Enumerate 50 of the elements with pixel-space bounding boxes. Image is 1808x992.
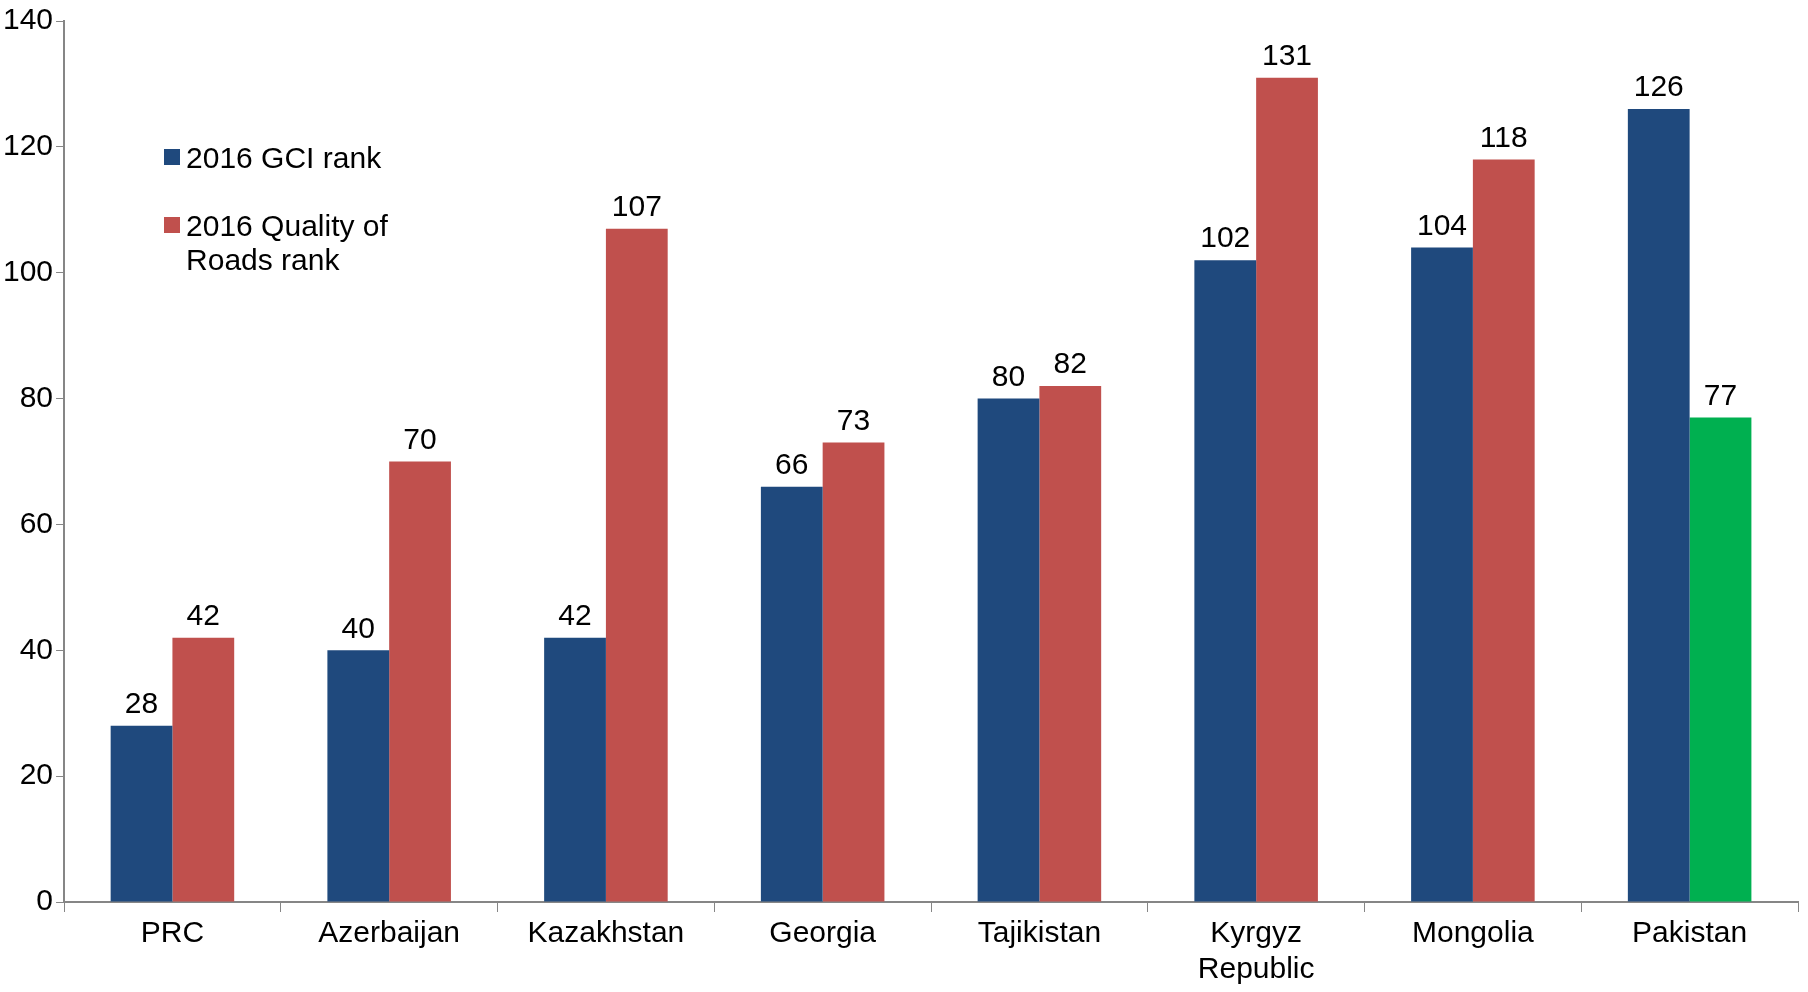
x-tick-label: Kyrgyz Republic: [1197, 915, 1315, 985]
data-label: 66: [775, 446, 809, 480]
x-tick-label: Georgia: [769, 915, 877, 949]
bar: [1039, 385, 1102, 902]
legend-label: 2016 GCI rank: [186, 141, 382, 175]
bar: [1689, 417, 1752, 902]
y-tick-label: 80: [19, 379, 54, 413]
data-label: 40: [341, 610, 375, 644]
y-tick-label: 60: [19, 505, 54, 539]
data-label: 28: [124, 686, 159, 720]
x-tick-label: Tajikistan: [977, 915, 1102, 949]
y-tick-label: 20: [19, 757, 54, 791]
data-label: 126: [1633, 69, 1684, 103]
x-tick-label: Pakistan: [1632, 915, 1748, 949]
data-label: 104: [1416, 207, 1468, 241]
x-tick-label: Mongolia: [1412, 915, 1535, 949]
bar: [389, 461, 451, 902]
data-label: 118: [1479, 119, 1528, 153]
y-tick-label: 40: [19, 631, 54, 665]
bar: [1627, 109, 1690, 902]
y-tick-label: 100: [2, 253, 54, 287]
legend-label: 2016 Quality of Roads rank: [186, 209, 389, 277]
y-tick-label: 140: [2, 2, 54, 36]
bar: [1472, 159, 1535, 902]
data-label: 70: [403, 421, 437, 455]
bar: [605, 228, 668, 902]
x-tick-label: Azerbaijan: [318, 915, 461, 949]
bar: [327, 650, 390, 902]
data-label: 102: [1200, 220, 1251, 254]
bar: [760, 486, 823, 902]
data-label: 80: [991, 358, 1026, 392]
bar: [1411, 247, 1473, 902]
bar: [1194, 260, 1257, 902]
data-label: 107: [611, 188, 662, 222]
bar: [110, 725, 173, 902]
x-tick-label: PRC: [140, 915, 205, 949]
y-tick-label: 120: [2, 128, 54, 162]
data-label: 131: [1262, 37, 1313, 71]
bar: [172, 637, 235, 902]
data-label: 42: [186, 597, 220, 631]
bar: [977, 398, 1040, 902]
bar: [544, 637, 606, 902]
bar: [1256, 77, 1318, 902]
y-tick-label: 0: [36, 883, 54, 917]
data-label: 42: [558, 597, 592, 631]
data-label: 73: [836, 402, 871, 436]
x-tick-label: Kazakhstan: [527, 915, 685, 949]
data-label: 77: [1703, 377, 1738, 411]
data-label: 82: [1053, 346, 1087, 380]
bar: [822, 442, 885, 902]
